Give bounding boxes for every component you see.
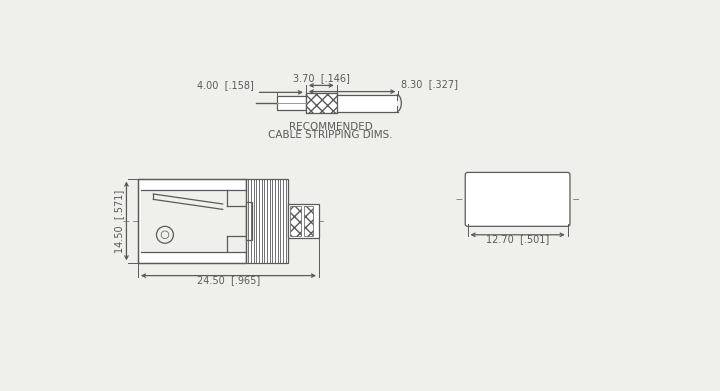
Bar (138, 179, 246, 263)
Bar (246, 179, 288, 263)
Text: 4.00  [.158]: 4.00 [.158] (197, 80, 253, 90)
Bar (304, 206, 312, 236)
Text: 8.30  [.327]: 8.30 [.327] (401, 79, 459, 89)
Text: RECOMMENDED: RECOMMENDED (289, 122, 372, 133)
Bar (288, 204, 319, 238)
Text: 12.70  [.501]: 12.70 [.501] (486, 234, 549, 244)
FancyBboxPatch shape (465, 172, 570, 226)
Bar (246, 202, 252, 240)
Bar (306, 93, 337, 113)
Text: 14.50  [.571]: 14.50 [.571] (114, 189, 124, 253)
Bar (138, 179, 246, 263)
Text: 3.70  [.146]: 3.70 [.146] (293, 73, 350, 83)
Text: CABLE STRIPPING DIMS.: CABLE STRIPPING DIMS. (268, 130, 393, 140)
Bar (337, 95, 397, 111)
Bar (276, 96, 306, 110)
Text: 24.50  [.965]: 24.50 [.965] (197, 275, 260, 285)
Bar (290, 206, 301, 236)
Bar (141, 190, 246, 252)
